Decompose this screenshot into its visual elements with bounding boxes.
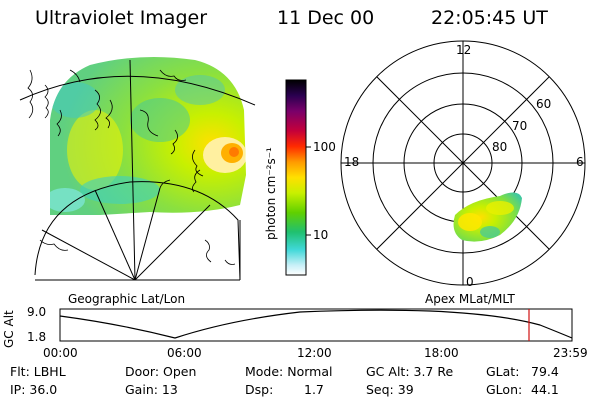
xtick-2359: 23:59: [553, 346, 588, 360]
dsp-value: 1.7: [304, 382, 324, 397]
colorbar: [285, 79, 307, 276]
ip-label: IP: 36.0: [10, 382, 58, 397]
time-label: 22:05:45 UT: [431, 7, 548, 29]
mlt-6-label: 6: [576, 155, 584, 169]
mlat-60-label: 60: [536, 97, 552, 111]
gain-label: Gain: 13: [125, 382, 178, 397]
xtick-0000: 00:00: [43, 346, 78, 360]
colorbar-unit-label: photon cm⁻²s⁻¹: [264, 147, 278, 240]
altitude-tick-1-8: 1.8: [27, 330, 47, 344]
altitude-plot: [59, 308, 573, 342]
mlat-80-label: 80: [492, 140, 508, 154]
glat-value: 79.4: [531, 364, 559, 379]
mode-label: Mode: Normal: [245, 364, 333, 379]
gc-alt-label: GC Alt: 3.7 Re: [366, 364, 454, 379]
mlt-12-label: 12: [456, 43, 472, 57]
glon-label: GLon:: [486, 382, 523, 397]
mlt-18-label: 18: [344, 155, 360, 169]
glat-label: GLat:: [486, 364, 520, 379]
mlt-0-label: 0: [466, 275, 474, 289]
xtick-1200: 12:00: [297, 346, 332, 360]
colorbar-tick-10: 10: [313, 228, 329, 242]
colorbar-tick-100: 100: [313, 140, 336, 154]
apex-label: Apex MLat/MLT: [425, 292, 515, 306]
xtick-1800: 18:00: [424, 346, 459, 360]
door-label: Door: Open: [125, 364, 197, 379]
polar-mlt-plot: [340, 40, 586, 286]
auroral-oval: [453, 192, 522, 242]
xtick-0600: 06:00: [167, 346, 202, 360]
geographic-label: Geographic Lat/Lon: [68, 292, 186, 306]
altitude-tick-9: 9.0: [27, 305, 47, 319]
altitude-ylabel: GC Alt: [2, 310, 16, 348]
glon-value: 44.1: [531, 382, 559, 397]
date-label: 11 Dec 00: [277, 7, 375, 29]
flt-label: Flt: LBHL: [10, 364, 66, 379]
geographic-map: [19, 56, 256, 281]
mlat-70-label: 70: [512, 119, 528, 133]
instrument-title: Ultraviolet Imager: [35, 7, 208, 29]
dsp-label: Dsp:: [245, 382, 274, 397]
seq-label: Seq: 39: [366, 382, 414, 397]
